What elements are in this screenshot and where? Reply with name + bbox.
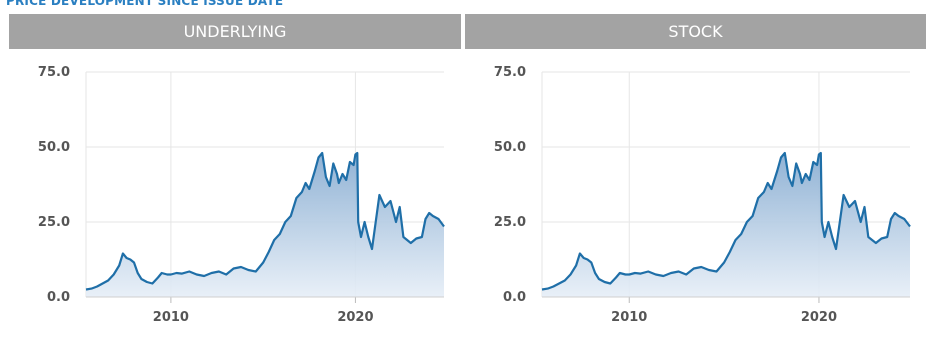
x-tick-label: 2010 <box>153 310 189 325</box>
price-line <box>541 151 911 291</box>
underlying-chart: 0.0 25.0 50.0 75.0 2010 2020 <box>38 65 445 325</box>
x-tick-label: 2020 <box>801 310 837 325</box>
underlying-panel: UNDERLYING 0.0 25.0 50.0 75.0 2010 2020 <box>9 14 461 354</box>
underlying-tab-header[interactable]: UNDERLYING <box>9 14 461 49</box>
y-tick-label: 75.0 <box>38 65 70 80</box>
y-tick-label: 25.0 <box>38 215 70 230</box>
y-tick-label: 75.0 <box>494 65 526 80</box>
y-tick-label: 50.0 <box>38 140 70 155</box>
stock-panel: STOCK 0.0 25.0 50.0 75.0 2010 2020 <box>465 14 926 354</box>
x-tick-label: 2020 <box>337 310 373 325</box>
y-tick-label: 0.0 <box>503 290 526 305</box>
y-tick-label: 0.0 <box>47 290 70 305</box>
section-title: PRICE DEVELOPMENT SINCE ISSUE DATE <box>6 0 284 8</box>
price-area <box>86 153 444 297</box>
stock-tab-header[interactable]: STOCK <box>465 14 926 49</box>
y-tick-label: 25.0 <box>494 215 526 230</box>
x-tick-label: 2010 <box>611 310 647 325</box>
price-line <box>85 151 445 291</box>
y-tick-label: 50.0 <box>494 140 526 155</box>
price-area <box>542 153 910 297</box>
stock-chart: 0.0 25.0 50.0 75.0 2010 2020 <box>494 65 911 325</box>
